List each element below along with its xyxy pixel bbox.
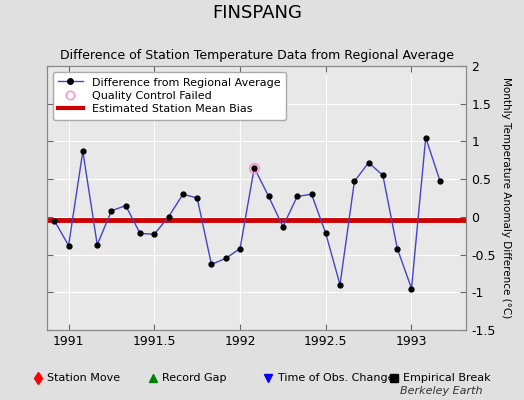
- Text: Time of Obs. Change: Time of Obs. Change: [278, 373, 394, 383]
- Text: Empirical Break: Empirical Break: [403, 373, 491, 383]
- Text: FINSPANG: FINSPANG: [212, 4, 302, 22]
- Text: Difference of Station Temperature Data from Regional Average: Difference of Station Temperature Data f…: [60, 49, 454, 62]
- Legend: Difference from Regional Average, Quality Control Failed, Estimated Station Mean: Difference from Regional Average, Qualit…: [53, 72, 286, 120]
- Text: Station Move: Station Move: [47, 373, 121, 383]
- Text: Record Gap: Record Gap: [162, 373, 227, 383]
- Y-axis label: Monthly Temperature Anomaly Difference (°C): Monthly Temperature Anomaly Difference (…: [501, 77, 511, 319]
- Text: Berkeley Earth: Berkeley Earth: [400, 386, 482, 396]
